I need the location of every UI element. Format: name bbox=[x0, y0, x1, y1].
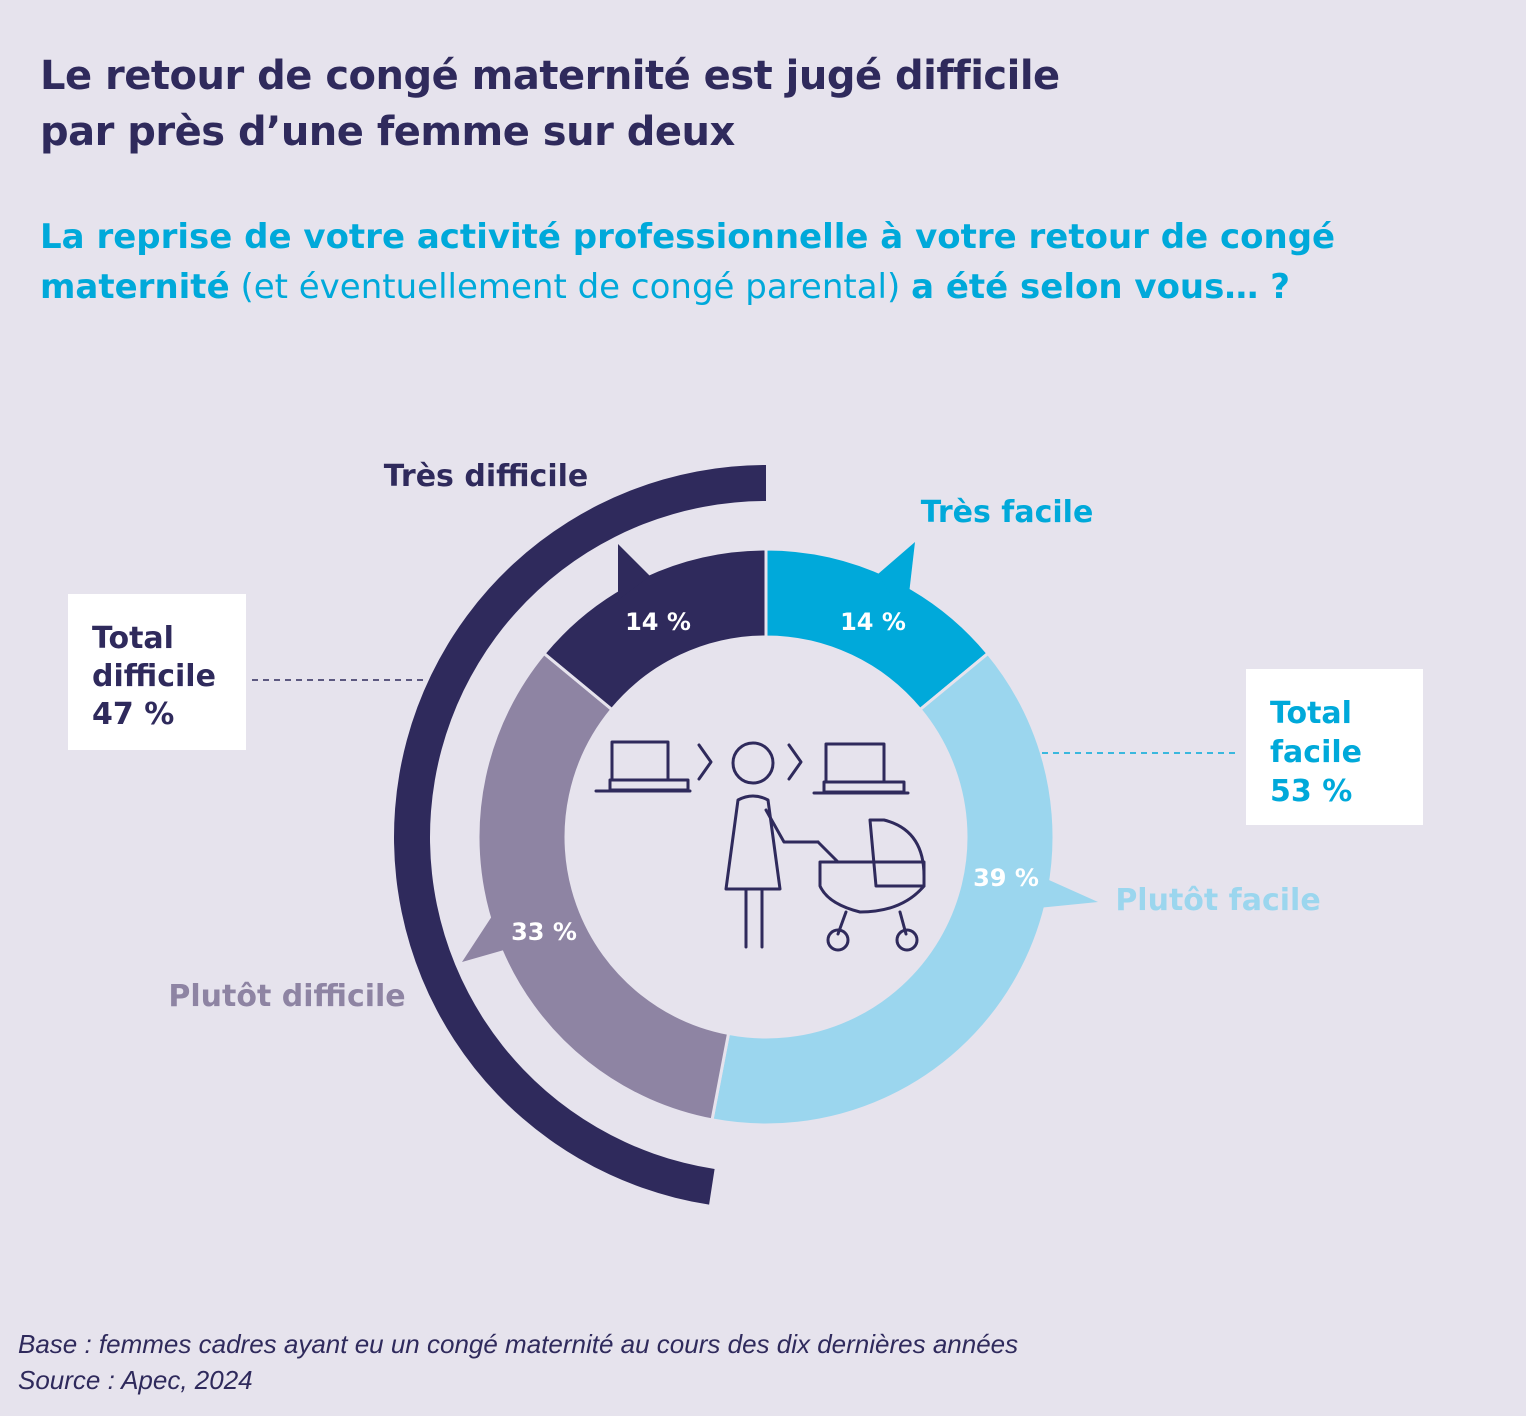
callout-tres-facile bbox=[878, 542, 915, 620]
donut-chart: 14 % 39 % 33 % 14 % Très facile Plutôt f… bbox=[68, 459, 1423, 1205]
total-difficile-box: Total difficile 47 % bbox=[68, 594, 246, 750]
footnote: Base : femmes cadres ayant eu un congé m… bbox=[18, 1326, 1018, 1398]
category-label-plutot-facile: Plutôt facile bbox=[1115, 883, 1320, 918]
total-facile-label-1: Total bbox=[1270, 696, 1352, 731]
total-difficile-label-2: difficile bbox=[92, 659, 216, 694]
question-part3: a été selon vous… ? bbox=[911, 267, 1290, 307]
value-label-plutot-facile: 39 % bbox=[973, 864, 1039, 892]
callout-tres-difficile bbox=[618, 544, 650, 600]
question-part1: La reprise de votre activité professionn… bbox=[40, 217, 1336, 307]
svg-text:Total facile 53 %: Total facile 53 % bbox=[1270, 696, 1372, 809]
chart-title-line2: par près d’une femme sur deux bbox=[40, 109, 735, 155]
value-label-tres-facile: 14 % bbox=[840, 608, 906, 636]
chart-title-line1: Le retour de congé maternité est jugé di… bbox=[40, 53, 1060, 99]
callout-plutot-facile bbox=[1038, 876, 1098, 908]
chart-title: Le retour de congé maternité est jugé di… bbox=[40, 48, 1440, 160]
category-label-plutot-difficile: Plutôt difficile bbox=[168, 979, 405, 1014]
segment-plutot-facile bbox=[710, 651, 1056, 1127]
footnote-source: Source : Apec, 2024 bbox=[18, 1365, 253, 1395]
total-facile-value: 53 % bbox=[1270, 774, 1352, 809]
value-label-tres-difficile: 14 % bbox=[625, 608, 691, 636]
total-difficile-label-1: Total bbox=[92, 621, 174, 656]
segment-plutot-difficile bbox=[476, 651, 731, 1122]
callout-plutot-difficile bbox=[462, 910, 504, 962]
value-label-plutot-difficile: 33 % bbox=[511, 918, 577, 946]
total-facile-box: Total facile 53 % bbox=[1246, 669, 1423, 825]
footnote-base: Base : femmes cadres ayant eu un congé m… bbox=[18, 1329, 1019, 1359]
donut-segments bbox=[476, 547, 1056, 1127]
survey-question: La reprise de votre activité professionn… bbox=[40, 212, 1480, 312]
svg-text:Total difficile 47: Total difficile 47 % bbox=[92, 621, 226, 732]
mother-with-pram-icon bbox=[594, 740, 926, 952]
category-label-tres-difficile: Très difficile bbox=[384, 459, 589, 494]
total-difficile-value: 47 % bbox=[92, 697, 174, 732]
question-part2: (et éventuellement de congé parental) bbox=[240, 267, 901, 307]
category-label-tres-facile: Très facile bbox=[921, 495, 1094, 530]
total-facile-label-2: facile bbox=[1270, 735, 1362, 770]
segment-tres-difficile bbox=[541, 547, 768, 712]
